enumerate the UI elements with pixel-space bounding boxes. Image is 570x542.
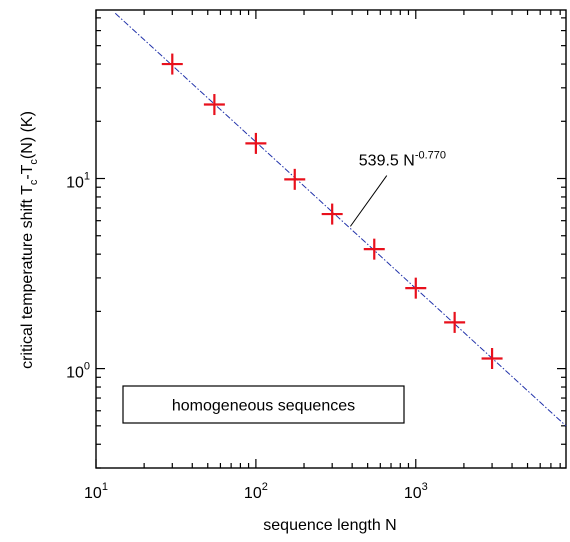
y-tick-label: 101 (66, 171, 90, 192)
x-tick-label: 102 (244, 481, 268, 502)
y-tick-label: 100 (66, 361, 90, 382)
data-markers (161, 53, 503, 370)
fit-line (114, 12, 567, 427)
fit-annotation: 539.5 N-0.770 (359, 150, 446, 170)
y-axis-label-middle: -T (19, 164, 36, 179)
data-point (321, 203, 343, 225)
data-point (405, 277, 427, 299)
fit-annotation-base: 539.5 N (359, 153, 415, 170)
data-point (444, 311, 466, 333)
legend-text: homogeneous sequences (172, 398, 355, 415)
x-tick-label: 103 (404, 481, 428, 502)
y-axis-label: critical temperature shift Tc-Tc(N) (K) (19, 111, 40, 369)
annotation-leader (349, 175, 388, 227)
y-axis-label-prefix: critical temperature shift T (19, 185, 36, 369)
fit-annotation-exponent: -0.770 (415, 150, 446, 162)
tick-label-base: 10 (66, 365, 84, 382)
data-point (203, 94, 225, 116)
data-point (363, 238, 385, 260)
tick-label-exponent: 1 (102, 481, 108, 493)
x-tick-label: 101 (84, 481, 108, 502)
data-point (284, 168, 306, 190)
tick-label-exponent: 0 (84, 361, 90, 373)
data-point (481, 348, 503, 370)
data-point (245, 132, 267, 154)
y-axis-label-sub2: c (28, 159, 40, 165)
data-point (161, 53, 183, 75)
x-axis-label: sequence length N (263, 517, 396, 534)
plot-frame (95, 9, 567, 469)
tick-label-base: 10 (66, 175, 84, 192)
y-axis-label-suffix: (N) (K) (19, 111, 36, 159)
tick-label-exponent: 3 (422, 481, 428, 493)
tick-label-base: 10 (84, 485, 102, 502)
legend-box (122, 385, 405, 424)
tick-label-exponent: 1 (84, 171, 90, 183)
tick-label-base: 10 (404, 485, 422, 502)
tick-label-exponent: 2 (262, 481, 268, 493)
tick-label-base: 10 (244, 485, 262, 502)
y-axis-label-sub1: c (28, 179, 40, 185)
axis-ticks (95, 10, 566, 469)
